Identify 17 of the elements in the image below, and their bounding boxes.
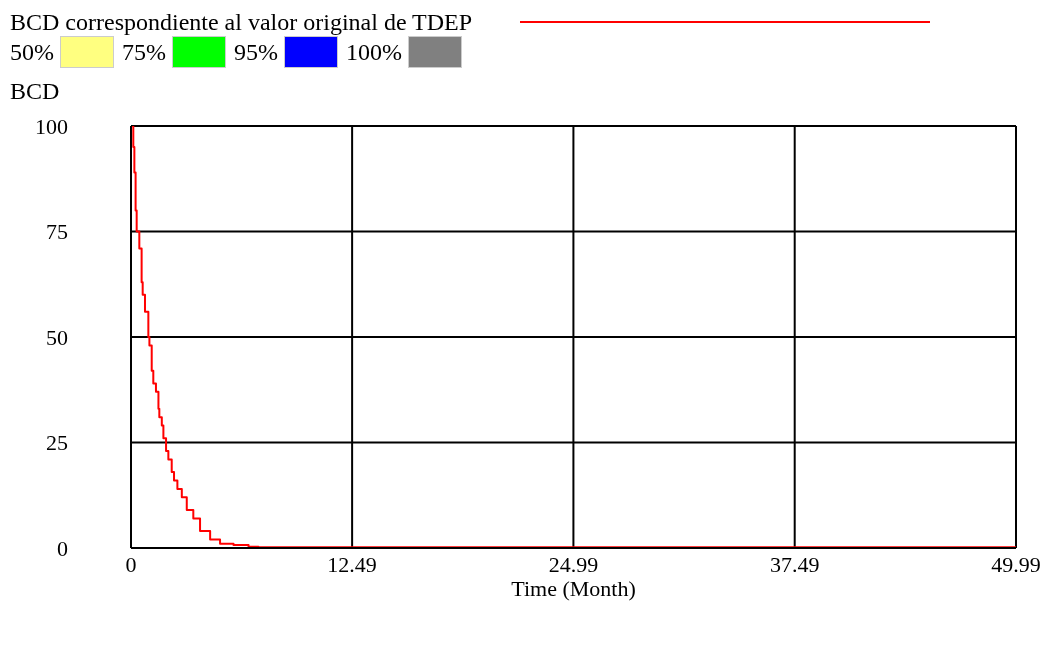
x-tick-label: 0 xyxy=(125,551,137,577)
y-axis-title: BCD xyxy=(9,78,61,106)
x-tick-label: 37.49 xyxy=(769,551,820,577)
text: BCD correspondiente al valor original de TDEP xyxy=(10,8,473,36)
y-tick-label: 0 xyxy=(57,535,68,561)
y-tick-label: 75 xyxy=(46,219,68,245)
y-tick-label: 50 xyxy=(46,324,68,350)
legend-label: 50% xyxy=(10,38,54,66)
x-tick-label: 49.99 xyxy=(991,551,1041,577)
x-tick-label: 24.99 xyxy=(548,551,599,577)
legend-label: 75% xyxy=(122,38,166,66)
legend-label: 95% xyxy=(234,38,278,66)
x-axis-title: Time (Month) xyxy=(511,576,636,601)
legend-label: 100% xyxy=(346,38,402,66)
y-tick-label: 25 xyxy=(46,430,68,456)
y-tick-label: 100 xyxy=(35,113,68,139)
x-tick-label: 12.49 xyxy=(327,551,377,577)
